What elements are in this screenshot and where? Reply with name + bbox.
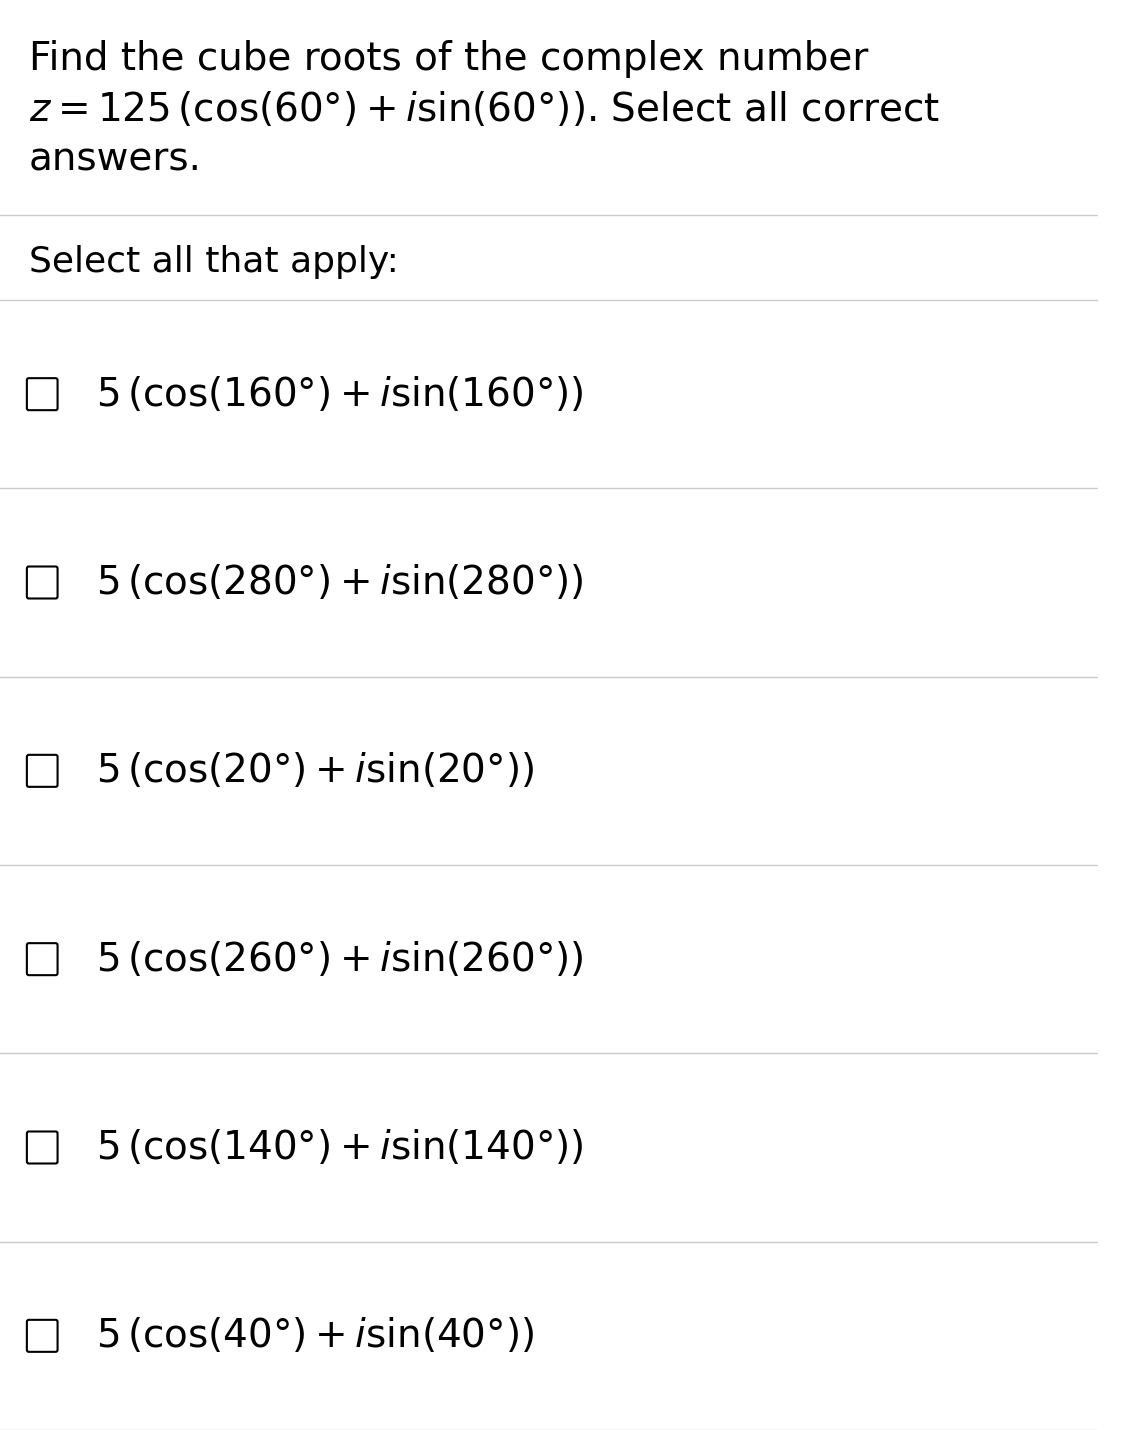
Text: Find the cube roots of the complex number: Find the cube roots of the complex numbe…: [29, 40, 868, 79]
Text: $5\,(\cos(140°) + i\sin(140°))$: $5\,(\cos(140°) + i\sin(140°))$: [96, 1128, 584, 1167]
Text: $5\,(\cos(40°) + i\sin(40°))$: $5\,(\cos(40°) + i\sin(40°))$: [96, 1317, 534, 1356]
FancyBboxPatch shape: [26, 944, 57, 975]
Text: $5\,(\cos(20°) + i\sin(20°))$: $5\,(\cos(20°) + i\sin(20°))$: [96, 751, 534, 791]
FancyBboxPatch shape: [26, 566, 57, 599]
Text: $5\,(\cos(260°) + i\sin(260°))$: $5\,(\cos(260°) + i\sin(260°))$: [96, 940, 584, 978]
Text: Select all that apply:: Select all that apply:: [29, 245, 398, 279]
Text: $z = 125\,(\cos(60°) + i\sin(60°))$. Select all correct: $z = 125\,(\cos(60°) + i\sin(60°))$. Sel…: [29, 90, 939, 129]
FancyBboxPatch shape: [26, 1320, 57, 1351]
FancyBboxPatch shape: [26, 378, 57, 410]
FancyBboxPatch shape: [26, 1131, 57, 1164]
Text: answers.: answers.: [29, 140, 202, 177]
FancyBboxPatch shape: [26, 755, 57, 787]
Text: $5\,(\cos(280°) + i\sin(280°))$: $5\,(\cos(280°) + i\sin(280°))$: [96, 563, 584, 602]
Text: $5\,(\cos(160°) + i\sin(160°))$: $5\,(\cos(160°) + i\sin(160°))$: [96, 375, 584, 413]
